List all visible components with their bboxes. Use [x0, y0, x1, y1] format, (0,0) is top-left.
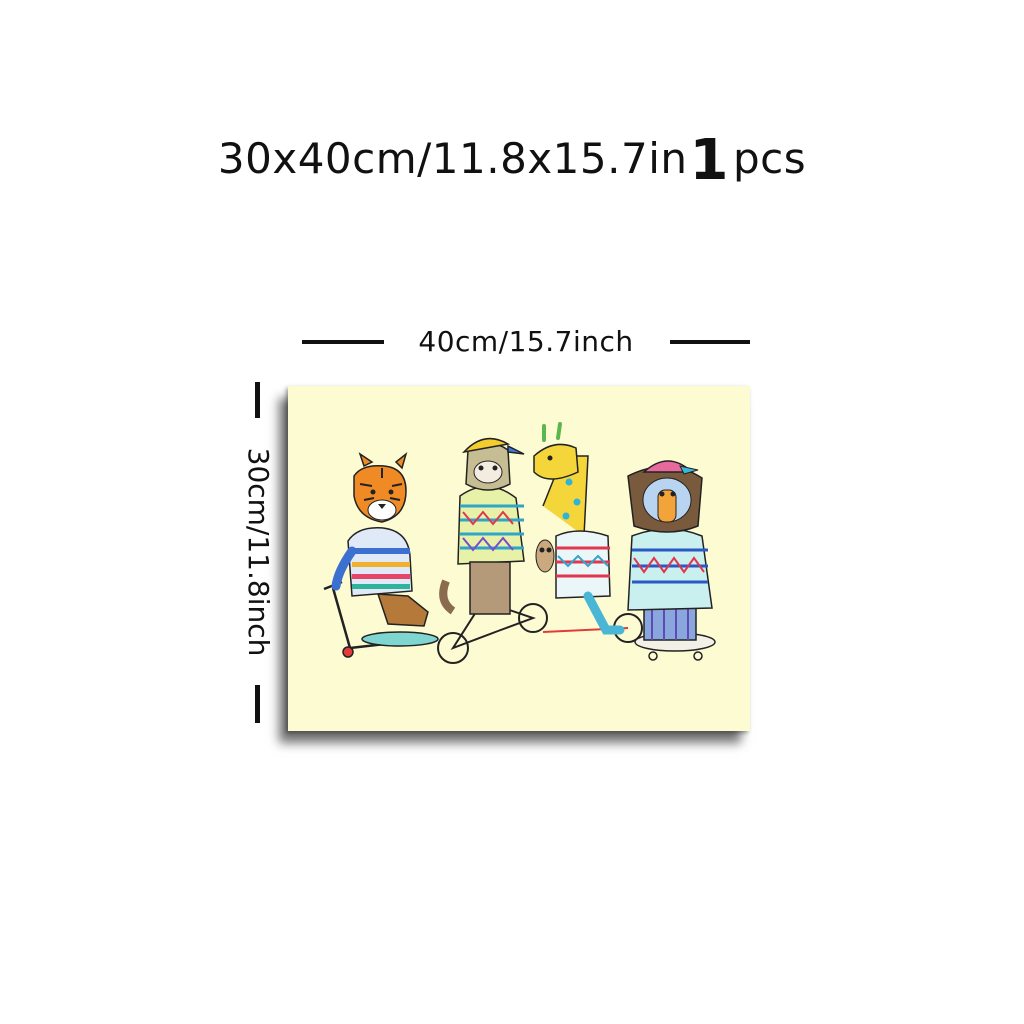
canvas-print: [288, 386, 750, 731]
height-line-top: [255, 382, 260, 418]
width-dimension: 40cm/15.7inch: [300, 322, 752, 362]
height-line-bottom: [255, 685, 260, 723]
giraffe-figure: [533, 422, 643, 643]
canvas-artwork: [288, 386, 750, 731]
animal-illustration: [288, 386, 750, 731]
tiger-figure: [323, 451, 439, 658]
width-line-left: [302, 340, 384, 344]
quantity-unit: pcs: [732, 134, 807, 183]
width-line-right: [670, 340, 750, 344]
quantity-number: 1: [689, 128, 729, 193]
width-label: 40cm/15.7inch: [418, 325, 634, 358]
baboon-figure: [627, 460, 716, 661]
size-title: 30x40cm/11.8x15.7in1pcs: [0, 128, 1024, 193]
size-text: 30x40cm/11.8x15.7in: [217, 134, 688, 183]
height-label: 30cm/11.8inch: [242, 447, 275, 657]
height-dimension: 30cm/11.8inch: [240, 380, 276, 725]
bear-figure: [437, 437, 555, 664]
